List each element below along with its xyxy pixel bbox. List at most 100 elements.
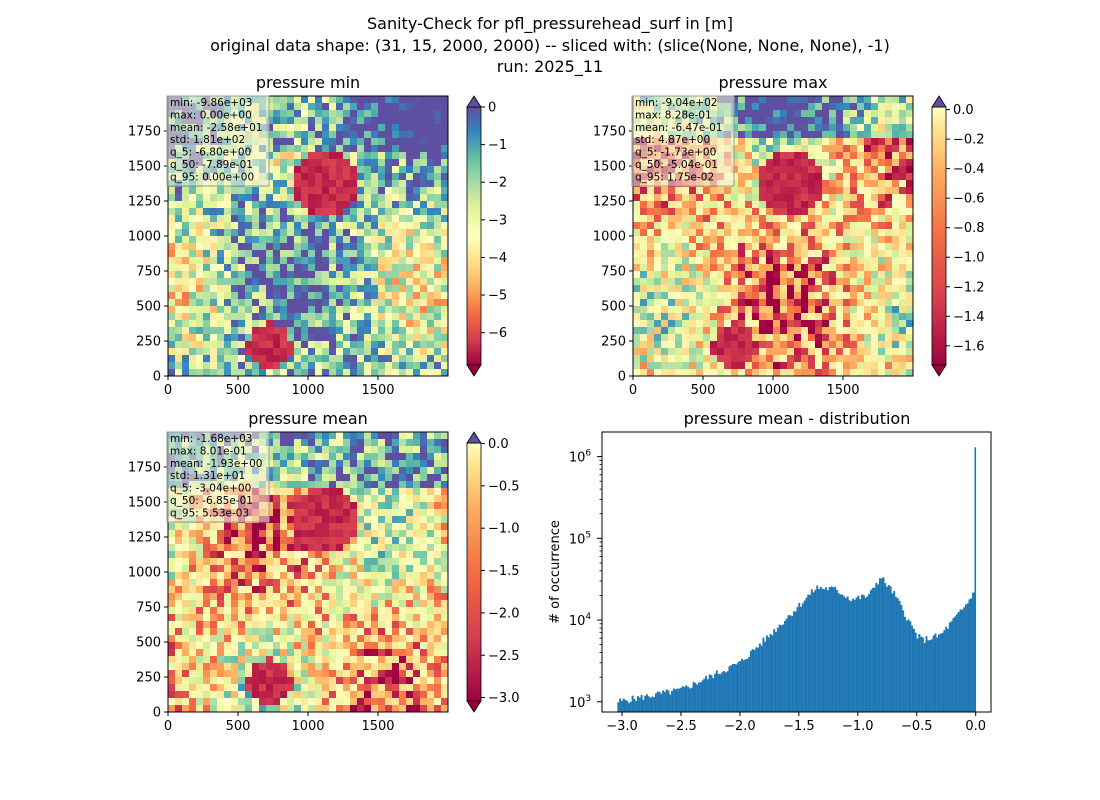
heatmap-cell (217, 663, 225, 671)
heatmap-cell (364, 495, 372, 503)
heatmap-cell (280, 299, 288, 307)
heatmap-cell (266, 691, 274, 699)
heatmap-cell (385, 313, 393, 321)
heatmap-cell (413, 530, 421, 538)
heatmap-cell (647, 299, 655, 307)
heatmap-cell (329, 145, 337, 153)
heatmap-cell (287, 572, 295, 580)
heatmap-cell (420, 649, 428, 657)
heatmap-cell (864, 215, 872, 223)
heatmap-cell (245, 285, 253, 293)
heatmap-cell (731, 369, 739, 377)
heatmap-cell (273, 124, 281, 132)
heatmap-cell (357, 670, 365, 678)
heatmap-cell (203, 530, 211, 538)
heatmap-cell (731, 278, 739, 286)
heatmap-cell (815, 348, 823, 356)
heatmap-cell (378, 432, 386, 440)
heatmap-cell (864, 229, 872, 237)
heatmap-cell (857, 215, 865, 223)
heatmap-cell (434, 460, 442, 468)
heatmap-cell (392, 348, 400, 356)
heatmap-cell (350, 131, 358, 139)
heatmap-cell (266, 523, 274, 531)
heatmap-cell (752, 250, 760, 258)
heatmap-cell (427, 152, 435, 160)
heatmap-cell (759, 103, 767, 111)
heatmap-cell (357, 131, 365, 139)
heatmap-cell (203, 684, 211, 692)
heatmap-cell (766, 299, 774, 307)
heatmap-cell (815, 110, 823, 118)
heatmap-cell (378, 355, 386, 363)
heatmap-cell (815, 201, 823, 209)
heatmap-cell (371, 362, 379, 370)
heatmap-cell (836, 166, 844, 174)
heatmap-cell (364, 341, 372, 349)
heatmap-cell (759, 285, 767, 293)
heatmap-cell (392, 593, 400, 601)
heatmap-cell (287, 313, 295, 321)
heatmap-cell (287, 607, 295, 615)
heatmap-cell (878, 131, 886, 139)
heatmap-cell (182, 320, 190, 328)
heatmap-cell (441, 285, 449, 293)
heatmap-cell (280, 341, 288, 349)
heatmap-cell (745, 271, 753, 279)
heatmap-cell (336, 642, 344, 650)
heatmap-cell (752, 187, 760, 195)
heatmap-cell (231, 320, 239, 328)
heatmap-cell (892, 362, 900, 370)
heatmap-cell (371, 509, 379, 517)
heatmap-cell (364, 124, 372, 132)
heatmap-cell (273, 481, 281, 489)
heatmap-cell (252, 628, 260, 636)
heatmap-cell (280, 677, 288, 685)
heatmap-cell (441, 523, 449, 531)
heatmap-cell (829, 194, 837, 202)
heatmap-cell (294, 649, 302, 657)
heatmap-cell (731, 229, 739, 237)
heatmap-cell (287, 474, 295, 482)
heatmap-cell (787, 159, 795, 167)
heatmap-cell (892, 117, 900, 125)
heatmap-cell (266, 677, 274, 685)
heatmap-cell (182, 698, 190, 706)
heatmap-cell (252, 299, 260, 307)
heatmap-cell (329, 509, 337, 517)
heatmap-cell (661, 348, 669, 356)
heatmap-cell (399, 110, 407, 118)
heatmap-cell (308, 117, 316, 125)
heatmap-cell (322, 250, 330, 258)
heatmap-cell (322, 362, 330, 370)
heatmap-cell (675, 355, 683, 363)
heatmap-cell (675, 229, 683, 237)
heatmap-cell (906, 264, 914, 272)
heatmap-cell (189, 271, 197, 279)
heatmap-cell (238, 208, 246, 216)
heatmap-cell (182, 313, 190, 321)
y-tick-label: 750 (601, 265, 626, 280)
heatmap-cell (752, 131, 760, 139)
heatmap-cell (427, 285, 435, 293)
heatmap-cell (259, 236, 267, 244)
heatmap-cell (322, 677, 330, 685)
heatmap-cell (406, 138, 414, 146)
heatmap-cell (350, 670, 358, 678)
heatmap-cell (343, 656, 351, 664)
heatmap-cell (857, 194, 865, 202)
heatmap-cell (385, 691, 393, 699)
heatmap-cell (420, 537, 428, 545)
heatmap-cell (885, 180, 893, 188)
heatmap-cell (829, 369, 837, 377)
heatmap-cell (427, 369, 435, 377)
heatmap-cell (731, 201, 739, 209)
heatmap-cell (822, 222, 830, 230)
heatmap-cell (441, 565, 449, 573)
heatmap-cell (724, 229, 732, 237)
heatmap-cell (906, 96, 914, 104)
heatmap-cell (224, 306, 232, 314)
heatmap-cell (843, 138, 851, 146)
heatmap-cell (441, 474, 449, 482)
heatmap-cell (836, 264, 844, 272)
